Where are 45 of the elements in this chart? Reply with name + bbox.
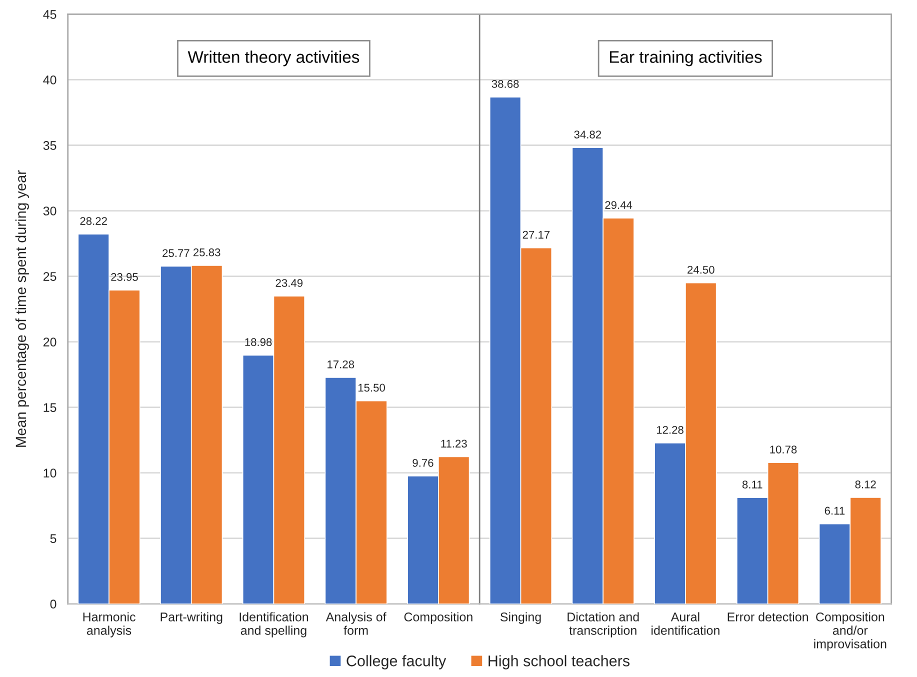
x-tick-label: Error detection [728,612,808,622]
data-label: 25.83 [193,248,220,256]
y-tick-label: 25 [43,272,56,281]
y-tick-label: 5 [50,534,56,544]
x-tick-label: Singing [500,612,541,624]
y-tick-label: 0 [50,600,56,609]
x-tick-label: Analysis of form [326,612,386,635]
annotation: Ear training activities [610,50,762,66]
data-label: 15.50 [358,384,385,392]
data-label: 25.77 [162,249,190,258]
y-tick-label: 45 [43,10,56,19]
y-tick-label: 20 [43,338,56,346]
data-label: 9.76 [412,458,434,467]
data-label: 27.17 [522,230,550,239]
x-tick-label: Dictation and transcription [568,612,639,638]
data-label: 11.23 [441,440,467,448]
data-label: 6.11 [824,506,845,515]
data-label: 23.95 [111,273,138,281]
x-tick-label: Composition and/or improvisation [814,612,886,651]
data-label: 12.28 [656,426,684,434]
x-tick-label: Aural identification [652,612,720,635]
data-label: 38.68 [492,80,519,88]
data-label: 23.49 [276,279,303,287]
data-label: 17.28 [328,360,354,368]
legend-label: College faculty [346,655,446,670]
x-tick-label: Identification and spelling [240,612,308,638]
data-label: 29.44 [605,201,632,209]
y-tick-label: 15 [44,403,56,412]
y-tick-label: 40 [43,76,56,84]
data-label: 10.78 [770,446,797,454]
data-label: 8.12 [855,480,876,488]
data-label: 18.98 [245,338,272,346]
data-label: 24.50 [688,266,714,274]
data-label: 28.22 [80,217,107,225]
legend-label: High school teachers [488,655,630,670]
x-tick-label: Composition [404,612,472,624]
annotation: Written theory activities [188,50,360,66]
y-axis-title: Mean percentage of time spent during year [15,170,29,447]
y-tick-label: 30 [43,206,56,216]
data-label: 34.82 [574,130,602,138]
y-tick-label: 35 [43,141,56,150]
x-tick-label: Part-writing [160,612,222,624]
x-tick-label: Harmonic analysis [83,612,136,638]
data-label: 8.11 [742,480,762,488]
y-tick-label: 10 [44,468,56,478]
